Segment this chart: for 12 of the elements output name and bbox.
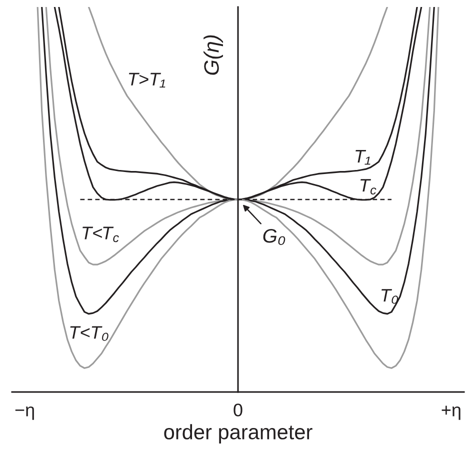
series-label: T₀ xyxy=(382,289,398,304)
series-label: T<T₀ xyxy=(70,326,108,341)
series-label: T<T$_{c}$ xyxy=(82,226,119,242)
x-axis-title: order parameter xyxy=(164,424,312,444)
series-label: T>T₁ xyxy=(128,72,166,88)
y-axis-title: G(η) xyxy=(204,35,223,75)
x-tick-label: +η xyxy=(442,406,460,420)
x-tick-label: −η xyxy=(15,406,34,420)
annotation: G₀ xyxy=(263,228,286,245)
series-label: T₁ xyxy=(356,150,370,165)
x-tick-label: 0 xyxy=(234,404,242,416)
series-label: T$_{c}$ xyxy=(360,179,376,195)
